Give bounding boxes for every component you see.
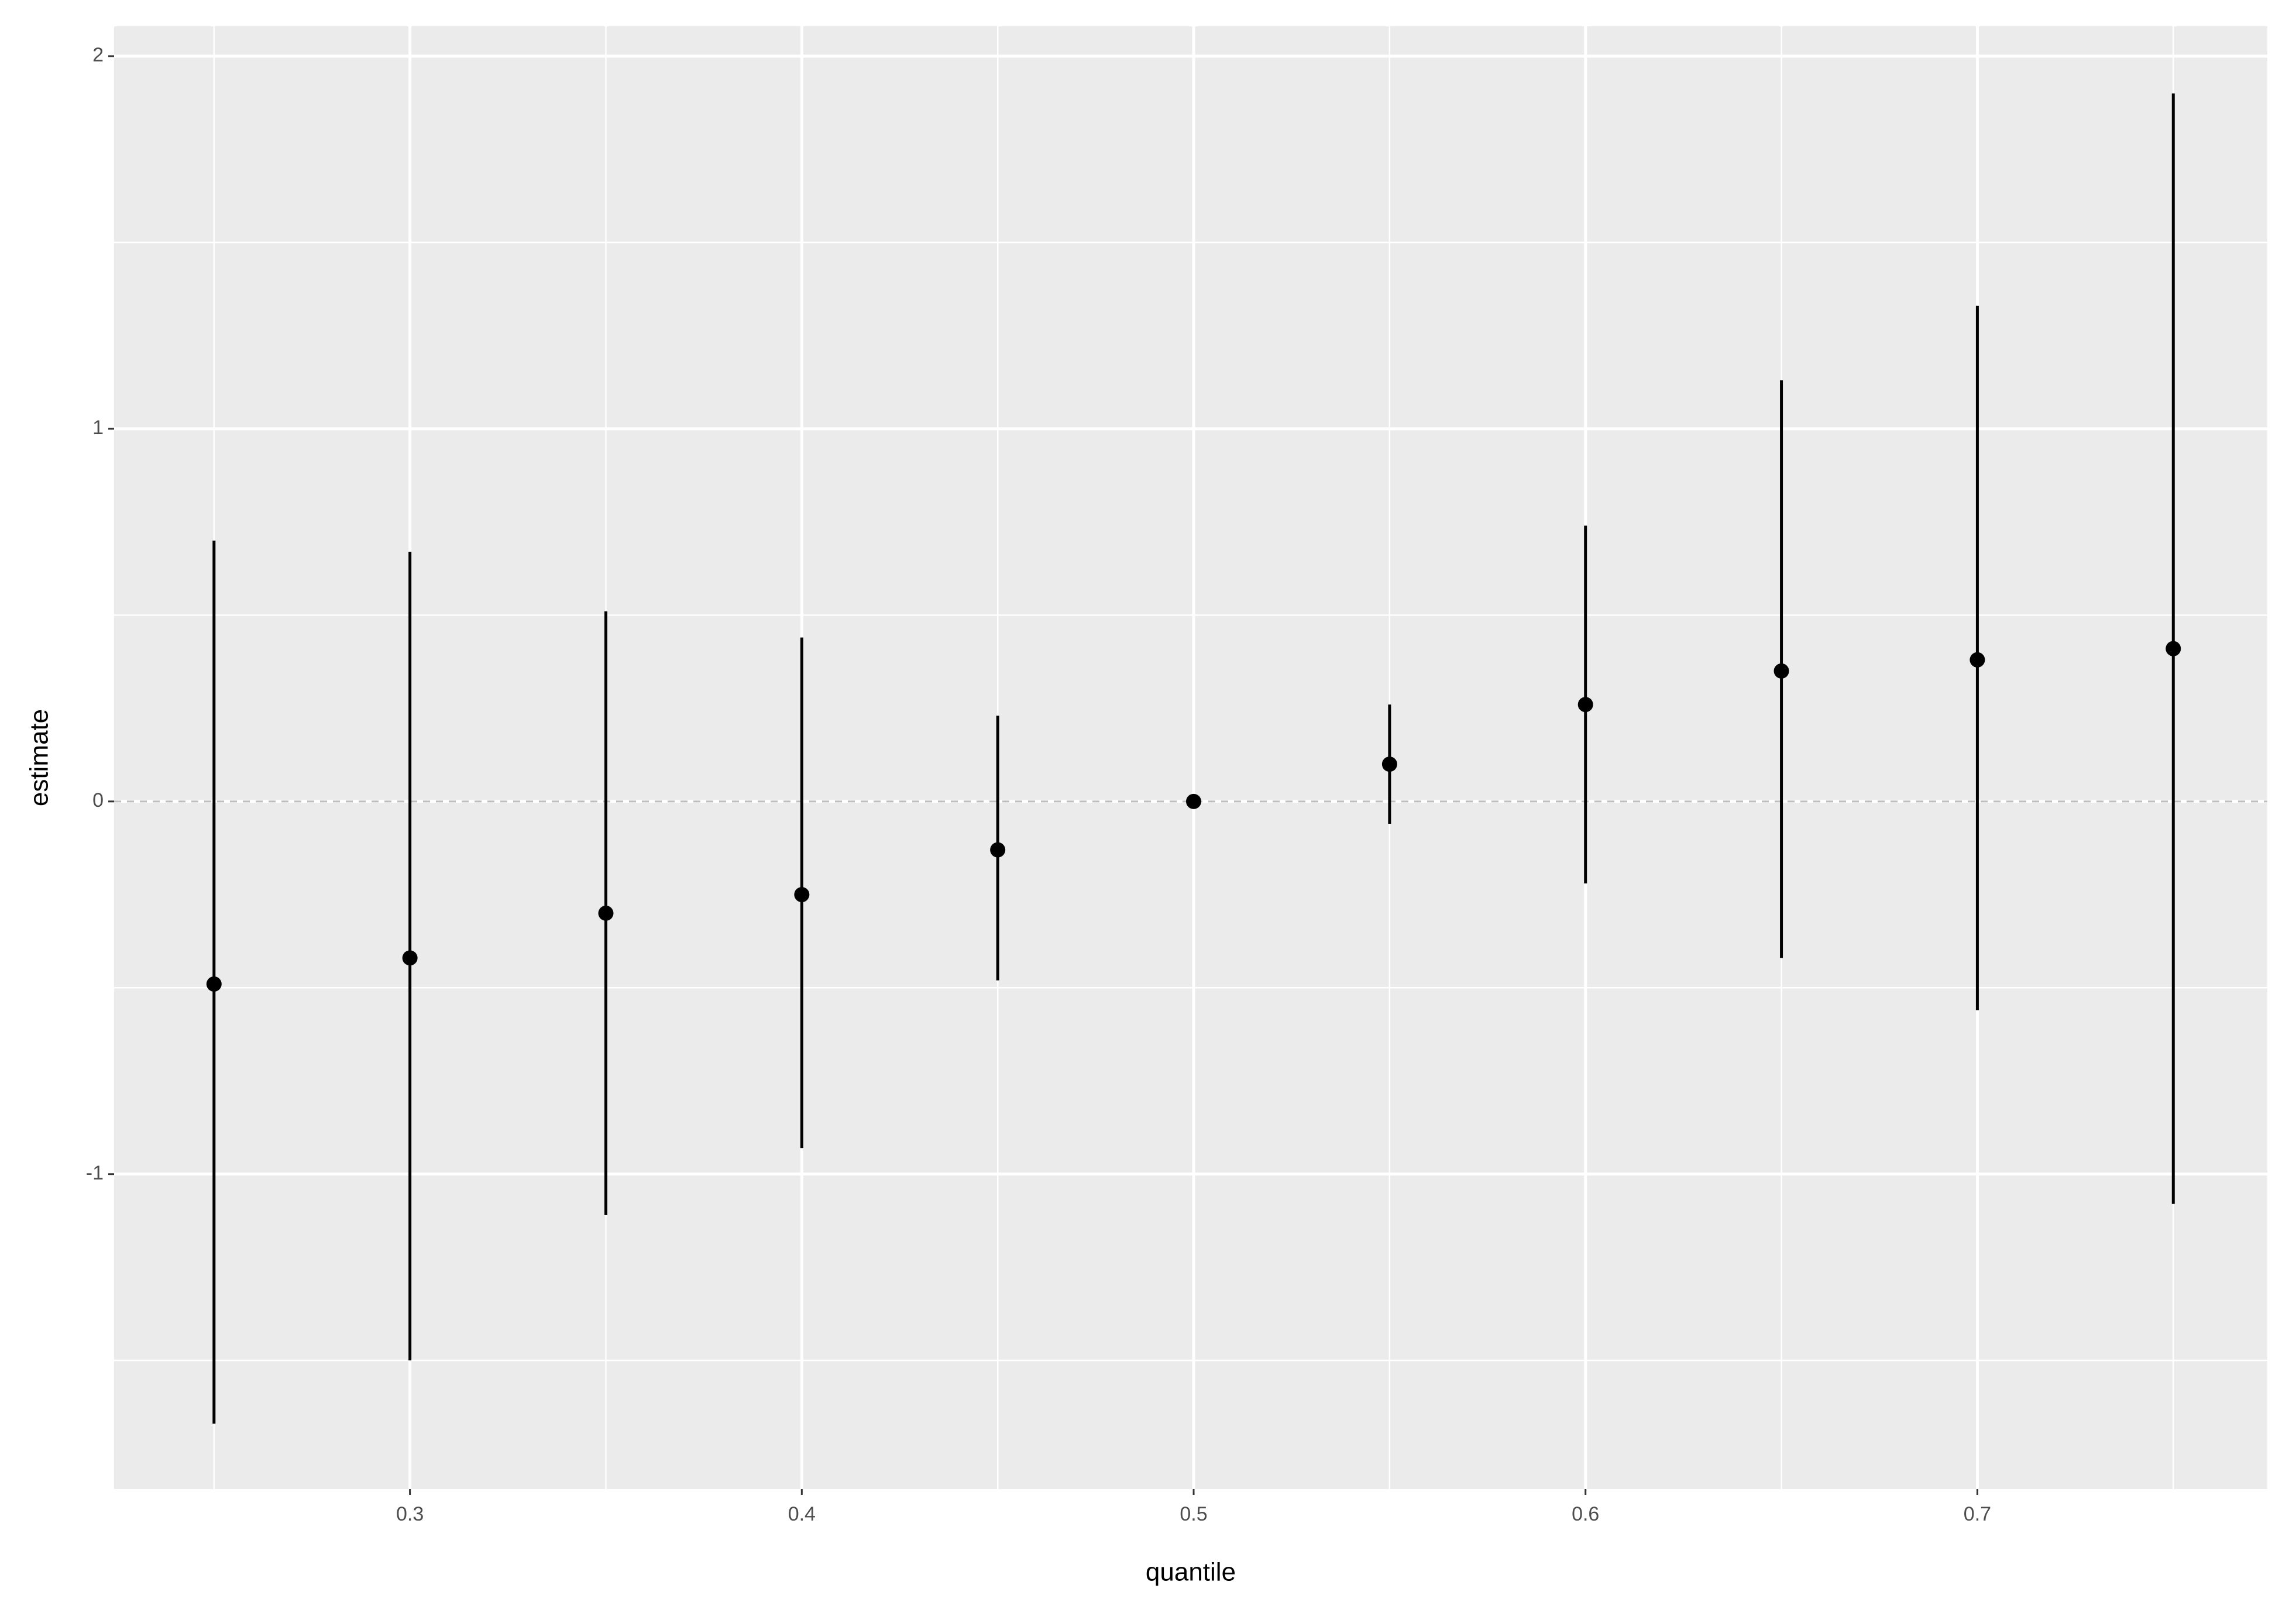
point [2166, 641, 2181, 656]
point [1381, 756, 1397, 772]
panel-background [114, 26, 2267, 1489]
x-axis-title: quantile [1146, 1558, 1236, 1587]
point [402, 950, 418, 966]
x-tick-label: 0.4 [788, 1503, 816, 1525]
x-tick-label: 0.6 [1572, 1503, 1599, 1525]
point [1773, 663, 1789, 679]
point [1186, 793, 1202, 809]
x-tick-label: 0.7 [1964, 1503, 1991, 1525]
y-axis-title: estimate [25, 709, 54, 806]
y-tick-label: 1 [92, 417, 104, 439]
y-tick-label: 0 [92, 789, 104, 811]
point [990, 842, 1006, 858]
point [794, 887, 810, 903]
x-tick-label: 0.3 [396, 1503, 424, 1525]
point [598, 905, 614, 921]
point [1970, 652, 1985, 668]
point [1577, 697, 1593, 713]
x-tick-label: 0.5 [1180, 1503, 1207, 1525]
point [206, 976, 222, 992]
y-tick-label: -1 [86, 1162, 104, 1184]
y-tick-label: 2 [92, 44, 104, 66]
